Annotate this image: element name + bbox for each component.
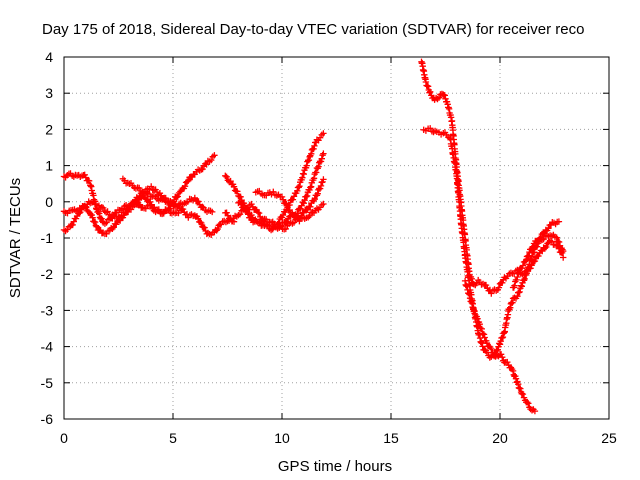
y-tick-label: -5 bbox=[41, 375, 54, 391]
series-markers bbox=[509, 218, 563, 291]
y-tick-label: 0 bbox=[45, 194, 53, 210]
series-markers bbox=[252, 187, 327, 225]
y-tick-label: -2 bbox=[41, 266, 54, 282]
series-track-k bbox=[461, 277, 539, 415]
series-track-h bbox=[252, 187, 327, 225]
x-tick-label: 25 bbox=[601, 430, 617, 446]
series-track-d bbox=[119, 175, 185, 213]
y-tick-label: -6 bbox=[41, 411, 54, 427]
y-axis-title: SDTVAR / TECUs bbox=[7, 178, 24, 298]
x-tick-label: 20 bbox=[492, 430, 508, 446]
x-tick-label: 0 bbox=[60, 430, 68, 446]
x-tick-label: 5 bbox=[169, 430, 177, 446]
series-markers bbox=[60, 190, 238, 238]
y-tick-label: -1 bbox=[41, 230, 54, 246]
series-markers bbox=[119, 175, 185, 213]
grid bbox=[64, 57, 609, 419]
chart-title: Day 175 of 2018, Sidereal Day-to-day VTE… bbox=[42, 21, 584, 38]
series-track-l bbox=[509, 218, 563, 291]
y-tick-label: 4 bbox=[45, 49, 53, 65]
series-track-i bbox=[418, 58, 567, 297]
y-tick-label: -3 bbox=[41, 302, 54, 318]
series-markers bbox=[461, 277, 539, 415]
series-markers bbox=[418, 58, 567, 297]
ticks: 0 5 10 15 20 25 -6 -5 -4 -3 -2 -1 0 1 2 3 4 bbox=[41, 49, 617, 446]
x-tick-label: 10 bbox=[274, 430, 290, 446]
y-tick-label: 3 bbox=[45, 85, 53, 101]
series-track-b bbox=[60, 190, 238, 238]
data-marks bbox=[60, 58, 567, 415]
y-tick-label: 1 bbox=[45, 158, 53, 174]
x-axis-title: GPS time / hours bbox=[278, 458, 392, 475]
y-tick-label: -4 bbox=[41, 339, 54, 355]
y-tick-label: 2 bbox=[45, 121, 53, 137]
x-tick-label: 15 bbox=[383, 430, 399, 446]
